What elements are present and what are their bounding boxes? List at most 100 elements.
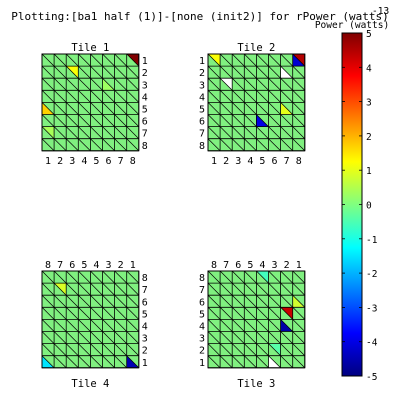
grid-line-diagonal [280,355,293,369]
grid-line-diagonal [102,270,115,284]
y-tick-label: 6 [199,297,205,308]
x-tick-label: 7 [284,156,290,167]
grid-line-diagonal [53,90,67,103]
grid-line-diagonal [41,90,55,103]
y-tick-label: 3 [199,334,205,345]
x-tick-label: 7 [118,156,124,167]
y-tick-label: 3 [142,334,148,345]
grid-line-diagonal [90,355,103,369]
grid-line-diagonal [102,114,115,127]
x-tick-label: 8 [130,156,136,167]
grid-line-diagonal [102,53,115,67]
grid-line-diagonal [292,355,306,369]
grid-line-diagonal [268,65,281,79]
y-tick-label: 4 [142,92,148,103]
grid-line-diagonal [207,282,221,296]
grid-line-diagonal [102,307,115,320]
grid-line-diagonal [292,77,306,91]
grid-line-diagonal [90,307,103,320]
grid-line-diagonal [53,114,67,127]
grid-line-diagonal [53,138,67,152]
x-tick-label: 6 [106,156,112,167]
grid-line-diagonal [244,77,257,91]
grid-line-diagonal [114,343,127,356]
grid-line-diagonal [126,138,140,152]
grid-line-diagonal [114,114,127,127]
grid-line-diagonal [53,319,67,332]
grid-line-diagonal [219,90,233,103]
grid-line-diagonal [65,282,79,296]
grid-line-diagonal [244,138,257,152]
grid-line-diagonal [268,343,281,356]
grid-line-diagonal [244,126,257,139]
grid-line-diagonal [244,307,257,320]
grid-line-diagonal [268,307,281,320]
x-tick-label: 3 [106,260,112,271]
grid-line-diagonal [126,90,140,103]
grid-line-diagonal [53,270,67,284]
grid-line-diagonal [280,331,293,344]
grid-line-diagonal [292,114,306,127]
grid-line-diagonal [114,319,127,332]
grid-line-diagonal [231,355,245,369]
grid-line-diagonal [280,282,293,296]
grid-line-diagonal [53,126,67,139]
grid-line-diagonal [207,294,221,308]
grid-line-diagonal [78,270,91,284]
grid-line-diagonal [256,102,269,115]
grid-line-diagonal [280,126,293,139]
grid-line-diagonal [78,77,91,91]
y-tick-label: 1 [142,56,148,67]
grid-line-diagonal [207,355,221,369]
y-tick-label: 5 [142,309,148,320]
grid-line-diagonal [292,102,306,115]
grid-line-diagonal [219,114,233,127]
y-tick-label: 2 [199,346,205,357]
grid-line-diagonal [268,282,281,296]
grid-line-diagonal [126,270,140,284]
grid-line-diagonal [219,126,233,139]
grid-line-diagonal [292,307,306,320]
grid-line-diagonal [114,307,127,320]
grid-line-diagonal [268,331,281,344]
grid-line-diagonal [256,53,269,67]
figure-title: Plotting:[ba1 half (1)]-[none (init2)] f… [11,10,389,23]
x-tick-label: 2 [118,260,124,271]
grid-line-diagonal [268,294,281,308]
grid-line-diagonal [231,77,245,91]
grid-line-diagonal [219,102,233,115]
grid-line-diagonal [219,270,233,284]
grid-line-diagonal [53,355,67,369]
grid-line-diagonal [53,282,67,296]
grid-line-diagonal [41,126,55,139]
y-tick-label: 5 [142,104,148,115]
grid-line-diagonal [292,282,306,296]
grid-line-diagonal [256,77,269,91]
grid-line-diagonal [41,138,55,152]
x-tick-label: 4 [93,260,99,271]
grid-line-diagonal [231,343,245,356]
grid-line-diagonal [244,53,257,67]
grid-line-diagonal [53,65,67,79]
x-tick-label: 5 [259,156,265,167]
grid-line-diagonal [244,114,257,127]
grid-line-diagonal [53,77,67,91]
grid-line-diagonal [280,53,293,67]
grid-line-diagonal [102,65,115,79]
grid-line-diagonal [207,102,221,115]
grid-line-diagonal [292,90,306,103]
grid-line-diagonal [78,355,91,369]
grid-line-diagonal [41,307,55,320]
grid-line-diagonal [244,343,257,356]
grid-line-diagonal [126,331,140,344]
grid-line-diagonal [292,343,306,356]
y-tick-label: 5 [199,104,205,115]
x-tick-label: 8 [296,156,302,167]
grid-line-diagonal [231,319,245,332]
grid-line-diagonal [231,65,245,79]
grid-line-diagonal [90,126,103,139]
grid-line-diagonal [244,319,257,332]
grid-line-diagonal [256,65,269,79]
